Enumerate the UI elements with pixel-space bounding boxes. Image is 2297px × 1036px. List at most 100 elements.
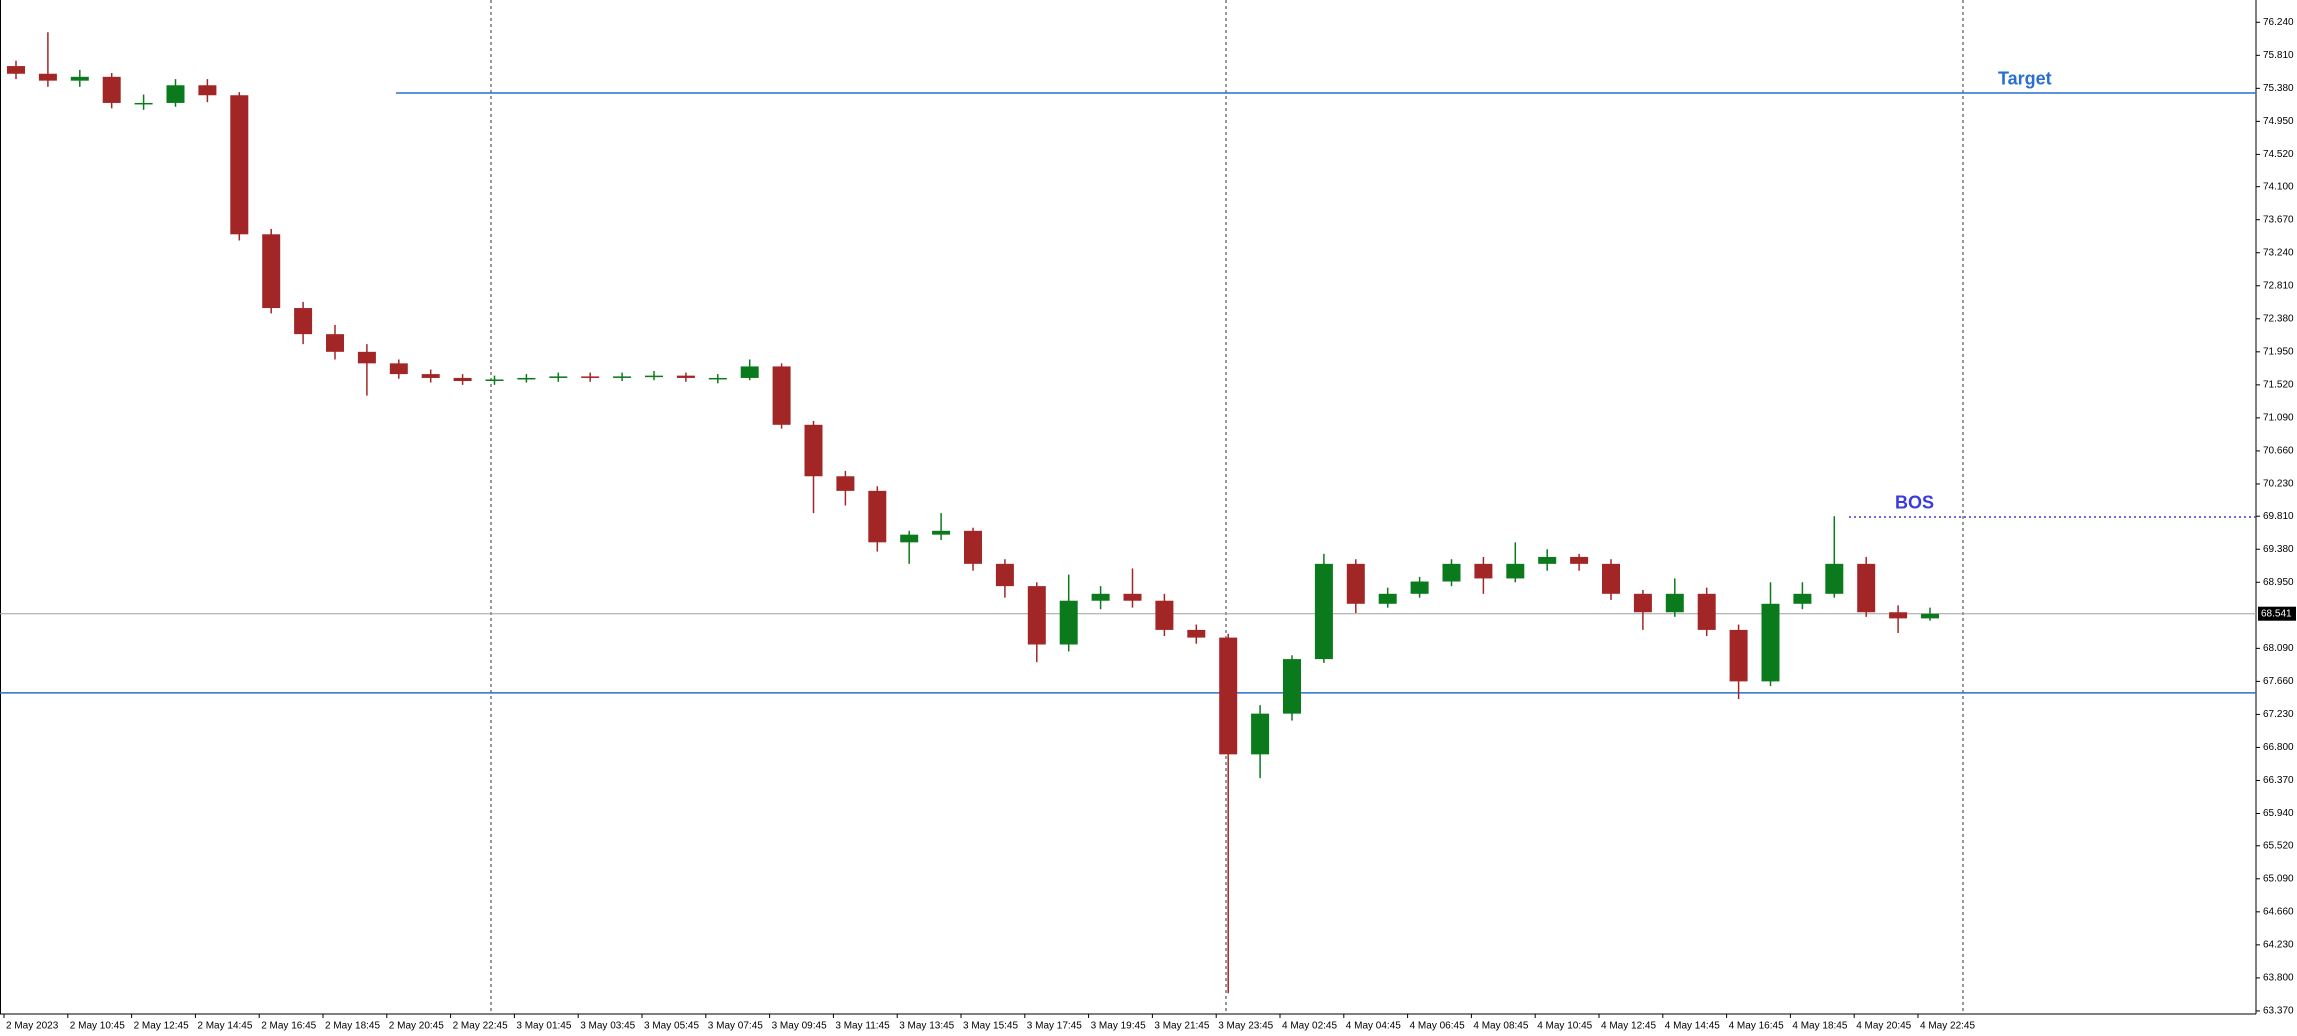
candle-body	[549, 376, 568, 378]
candle-body	[804, 424, 823, 477]
candle-body	[1825, 563, 1844, 594]
candle-body	[1793, 593, 1812, 604]
level-label: Target	[1998, 69, 2052, 89]
candle-body	[357, 351, 376, 364]
y-tick-label: 73.670	[2263, 214, 2294, 225]
x-tick-label: 3 May 13:45	[899, 1021, 954, 1032]
candle-body	[676, 375, 695, 378]
level-label: BOS	[1895, 493, 1934, 513]
x-tick-label: 2 May 2023	[6, 1021, 59, 1032]
y-tick-label: 66.370	[2263, 775, 2294, 786]
y-tick-label: 65.520	[2263, 840, 2294, 851]
y-tick-label: 66.800	[2263, 742, 2294, 753]
x-tick-label: 2 May 14:45	[197, 1021, 252, 1032]
candle-body	[1602, 563, 1620, 594]
y-tick-label: 72.380	[2263, 313, 2294, 324]
candle-body	[1729, 629, 1748, 682]
candle-body	[836, 476, 855, 491]
x-tick-label: 3 May 17:45	[1027, 1021, 1082, 1032]
x-tick-label: 3 May 19:45	[1091, 1021, 1146, 1032]
x-tick-label: 4 May 18:45	[1792, 1021, 1847, 1032]
x-tick-label: 2 May 20:45	[389, 1021, 444, 1032]
candle-body	[70, 76, 89, 81]
x-tick-label: 3 May 03:45	[580, 1021, 635, 1032]
candle-body	[1761, 603, 1780, 682]
x-tick-label: 3 May 21:45	[1154, 1021, 1209, 1032]
candle-body	[134, 102, 153, 105]
x-tick-label: 4 May 14:45	[1665, 1021, 1720, 1032]
x-tick-label: 2 May 16:45	[261, 1021, 316, 1032]
x-tick-label: 4 May 10:45	[1537, 1021, 1592, 1032]
candle-body	[1251, 713, 1270, 755]
candle-body	[1889, 612, 1908, 619]
candle-body	[1283, 659, 1301, 714]
y-tick-label: 71.090	[2263, 413, 2294, 424]
x-tick-label: 3 May 07:45	[708, 1021, 763, 1032]
candle-body	[230, 95, 249, 235]
y-tick-label: 75.380	[2263, 83, 2294, 94]
y-tick-label: 74.950	[2263, 116, 2294, 127]
y-tick-label: 64.230	[2263, 940, 2294, 951]
candle-body	[1506, 563, 1525, 579]
candle-body	[613, 376, 632, 378]
candle-body	[517, 377, 536, 380]
x-tick-label: 2 May 10:45	[70, 1021, 125, 1032]
y-tick-label: 73.240	[2263, 247, 2294, 258]
candle-body	[1378, 593, 1397, 604]
y-tick-label: 63.800	[2263, 973, 2294, 984]
candle-body	[1570, 556, 1589, 564]
candle-body	[740, 366, 759, 378]
x-tick-label: 2 May 12:45	[134, 1021, 189, 1032]
candle-body	[1059, 600, 1078, 645]
current-price-label: 68.541	[2261, 608, 2292, 619]
y-tick-label: 65.090	[2263, 873, 2294, 884]
candle-body	[421, 374, 440, 378]
candle-body	[1538, 556, 1557, 564]
x-tick-label: 4 May 02:45	[1282, 1021, 1337, 1032]
candle-body	[326, 334, 344, 352]
candle-body	[1027, 586, 1046, 645]
candle-body	[772, 366, 791, 425]
x-tick-label: 4 May 04:45	[1346, 1021, 1401, 1032]
x-tick-label: 4 May 08:45	[1473, 1021, 1528, 1032]
candle-body	[868, 490, 887, 543]
candle-body	[102, 76, 121, 103]
y-tick-label: 71.520	[2263, 379, 2294, 390]
x-tick-label: 4 May 20:45	[1856, 1021, 1911, 1032]
candle-body	[1474, 563, 1493, 579]
y-tick-label: 76.240	[2263, 17, 2294, 28]
candle-body	[1857, 563, 1876, 613]
y-tick-label: 68.950	[2263, 577, 2294, 588]
x-tick-label: 4 May 12:45	[1601, 1021, 1656, 1032]
y-tick-label: 67.660	[2263, 676, 2294, 687]
candle-body	[1410, 581, 1429, 594]
candle-body	[198, 85, 217, 96]
current-price-box	[2258, 606, 2296, 621]
candle-body	[1123, 593, 1142, 601]
y-tick-label: 68.090	[2263, 643, 2294, 654]
candle-body	[1633, 593, 1652, 613]
y-tick-label: 74.100	[2263, 181, 2294, 192]
x-tick-label: 3 May 01:45	[516, 1021, 571, 1032]
x-tick-label: 3 May 09:45	[772, 1021, 827, 1032]
y-tick-label: 69.380	[2263, 544, 2294, 555]
x-tick-label: 2 May 22:45	[453, 1021, 508, 1032]
candle-body	[389, 363, 408, 375]
candle-body	[1346, 563, 1365, 604]
candle-body	[1091, 593, 1110, 601]
y-tick-label: 64.660	[2263, 906, 2294, 917]
x-tick-label: 3 May 23:45	[1218, 1021, 1273, 1032]
y-tick-label: 70.230	[2263, 479, 2294, 490]
candle-body	[964, 530, 982, 564]
y-tick-label: 71.950	[2263, 346, 2294, 357]
candle-body	[1187, 629, 1206, 638]
candle-body	[932, 530, 951, 535]
candle-body	[995, 563, 1014, 587]
x-tick-label: 3 May 11:45	[835, 1021, 890, 1032]
candle-body	[1921, 613, 1939, 619]
candle-body	[1442, 563, 1461, 582]
x-tick-label: 3 May 15:45	[963, 1021, 1018, 1032]
